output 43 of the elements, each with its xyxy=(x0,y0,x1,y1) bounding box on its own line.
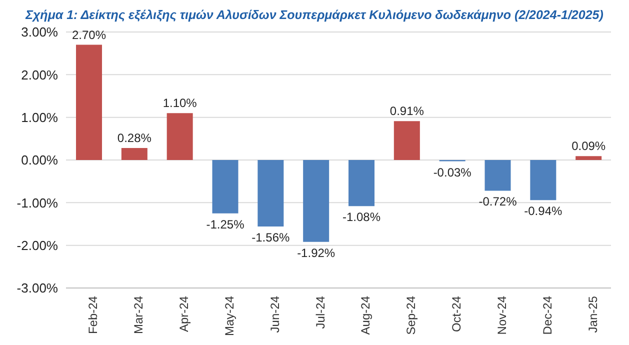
x-tick-label: Dec-24 xyxy=(540,296,554,335)
data-label: 0.09% xyxy=(572,139,606,154)
bar xyxy=(258,160,284,227)
x-tick-label: Jun-24 xyxy=(268,296,282,333)
bar xyxy=(394,121,420,160)
data-label: -0.03% xyxy=(433,165,472,180)
x-tick-label: Jul-24 xyxy=(313,296,328,329)
data-label: -1.08% xyxy=(342,210,381,224)
x-tick-label: Oct-24 xyxy=(450,296,464,332)
data-label: -1.92% xyxy=(297,246,336,260)
data-label: 1.10% xyxy=(162,96,198,110)
y-tick-label: -3.00% xyxy=(16,280,58,296)
x-tick-label: Sep-24 xyxy=(404,296,418,335)
x-tick-label: Mar-24 xyxy=(132,296,146,334)
bar xyxy=(348,160,374,206)
x-tick-label: Feb-24 xyxy=(86,296,100,334)
data-label: 2.70% xyxy=(72,28,106,42)
y-tick-label: 2.00% xyxy=(21,67,58,82)
y-tick-label: 0.00% xyxy=(21,152,58,168)
data-label: 0.28% xyxy=(117,131,152,146)
x-tick-label: Aug-24 xyxy=(358,296,373,335)
chart-title: Σχήμα 1: Δείκτης εξέλιξης τιμών Αλυσίδων Σουπερμάρκετ Κυλιόμενο δωδεκάμηνο (2/2024-1/2025) xyxy=(24,8,604,24)
y-tick-label: 3.00% xyxy=(21,24,58,40)
bar xyxy=(166,113,193,160)
x-tick-label: Apr-24 xyxy=(177,296,192,332)
x-tick-label: May-24 xyxy=(222,296,236,336)
data-label: -0.72% xyxy=(478,194,518,209)
data-label: -1.56% xyxy=(252,230,290,245)
bar xyxy=(76,44,102,160)
bar xyxy=(121,148,148,160)
bar xyxy=(530,160,556,200)
data-label: -0.94% xyxy=(524,204,563,218)
x-tick-label: Nov-24 xyxy=(494,296,509,335)
y-tick-label: 1.00% xyxy=(21,110,58,125)
x-tick-label: Jan-25 xyxy=(586,296,600,333)
bar xyxy=(303,160,330,242)
bar xyxy=(576,156,602,160)
data-label: 0.91% xyxy=(390,104,424,118)
bar xyxy=(484,160,511,191)
data-label: -1.25% xyxy=(206,217,245,232)
y-tick-label: -2.00% xyxy=(16,238,58,253)
bar xyxy=(212,160,238,214)
y-tick-label: -1.00% xyxy=(16,195,58,210)
